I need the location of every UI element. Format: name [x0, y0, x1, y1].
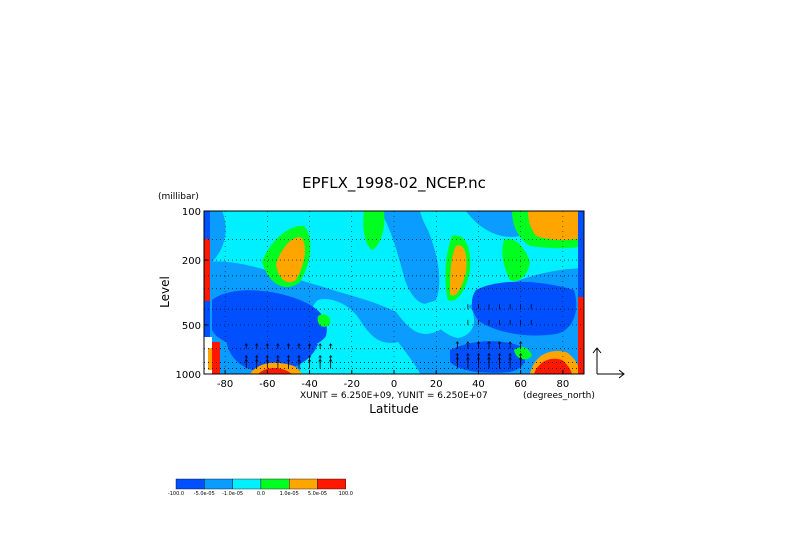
edge-left-red [204, 239, 210, 301]
x-tick-label: -40 [301, 379, 317, 390]
colorbar-swatch [260, 478, 290, 490]
vector-arrow-head [487, 352, 491, 356]
vector-arrow-head [466, 341, 470, 344]
edge-right-blue [578, 211, 584, 297]
colorbar-label: 0.0 [257, 491, 265, 497]
contour-dark-blue-left [212, 290, 327, 351]
vector-arrow-head [276, 343, 280, 346]
vector-arrow-head [297, 354, 301, 358]
vector-arrow-head [265, 354, 270, 358]
y-tick-label: 200 [182, 256, 201, 267]
contour-orange-left-surface [208, 348, 212, 370]
contour-light-blue-top-center [380, 211, 440, 304]
colorbar-label: -5.0e-05 [194, 491, 215, 497]
vector-arrow-head [318, 354, 322, 358]
edge-left-blue-2 [204, 301, 210, 337]
vector-arrow-head [497, 341, 502, 344]
y-tick-label: 1000 [176, 370, 201, 381]
colorbar: -100.0 -5.0e-05 -1.0e-05 0.0 1.0e-05 5.0e-05 1… [168, 478, 353, 497]
x-tick-label: 60 [514, 379, 527, 390]
colorbar-swatch [175, 478, 205, 490]
reference-vector-key [592, 347, 625, 379]
vector-arrow-head [508, 341, 512, 344]
y-tick-label: 100 [182, 207, 201, 218]
colorbar-label: -1.0e-05 [222, 491, 243, 497]
vector-arrow-head [466, 352, 470, 356]
edge-left-blue [204, 211, 210, 239]
x-tick-label: 80 [557, 379, 570, 390]
contour-orange-top-right [528, 211, 582, 241]
contour-orange-center [450, 245, 467, 296]
colorbar-swatch [232, 478, 262, 490]
contour-red-surface-left [258, 368, 292, 374]
colorbar-label: 1.0e-05 [280, 491, 299, 497]
colorbar-swatch [317, 478, 346, 490]
x-tick-label: 40 [472, 379, 485, 390]
colorbar-label: 100.0 [339, 491, 353, 497]
x-unit-label: (degrees_north) [523, 391, 595, 401]
vector-arrow-head [455, 341, 460, 344]
x-axis-ticks: -80 -60 -40 -20 0 20 40 60 80 [217, 370, 569, 390]
vector-arrow-head [255, 354, 259, 358]
vector-arrow-head [297, 343, 301, 346]
vector-arrow-head [276, 354, 280, 358]
vector-arrow-head [476, 341, 481, 344]
colorbar-swatch [204, 478, 233, 490]
vector-arrow-head [286, 354, 291, 358]
colorbar-label: -100.0 [168, 491, 184, 497]
x-axis-label: Latitude [369, 402, 418, 416]
contour-cyan-tongue [300, 298, 420, 374]
vector-arrow-head [455, 352, 460, 356]
vector-arrow-head [244, 343, 248, 346]
vector-arrow-head [476, 352, 481, 356]
x-tick-label: 20 [430, 379, 443, 390]
contour-dark-blue-lower-left [226, 340, 318, 372]
vector-arrow-head [318, 343, 322, 346]
contour-orange-left [276, 237, 305, 283]
vector-arrow-head [255, 343, 259, 346]
vector-arrow-head [487, 341, 491, 344]
contour-red-left-surface [212, 342, 220, 374]
contour-dark-blue-right [471, 281, 577, 336]
x-tick-label: -80 [217, 379, 233, 390]
vector-arrow-head [244, 354, 248, 358]
colorbar-label: 5.0e-05 [308, 491, 327, 497]
y-tick-label: 500 [182, 321, 201, 332]
contour-green-surface-right [514, 347, 532, 360]
vector-arrow-head [307, 354, 312, 358]
y-axis-label: Level [158, 276, 172, 308]
vector-arrow-head [518, 352, 523, 356]
contour-dark-blue-lower-right [450, 341, 526, 373]
y-unit-label: (millibar) [158, 192, 199, 202]
contour-green-top-mid [363, 211, 385, 250]
x-tick-label: -20 [344, 379, 360, 390]
x-tick-label: 0 [391, 379, 397, 390]
vector-arrow-head [286, 343, 291, 346]
vector-arrow-head [328, 343, 333, 346]
contour-field [204, 211, 584, 374]
vector-arrow-head [508, 352, 512, 356]
vector-arrow-head [307, 343, 312, 346]
vector-arrow-head [497, 352, 502, 356]
y-axis-ticks: 100 200 500 1000 [176, 207, 208, 381]
vector-arrow-head [328, 354, 333, 358]
colorbar-swatch [289, 478, 318, 490]
edge-right-red [578, 297, 584, 374]
ep-flux-vectors [244, 304, 532, 369]
vector-arrow-head [265, 343, 270, 346]
scale-note: XUNIT = 6.250E+09, YUNIT = 6.250E+07 [300, 391, 488, 401]
x-tick-label: -60 [259, 379, 275, 390]
chart-title: EPFLX_1998-02_NCEP.nc [302, 174, 486, 193]
contour-green-small [317, 314, 331, 327]
vector-arrow-head [518, 341, 523, 344]
